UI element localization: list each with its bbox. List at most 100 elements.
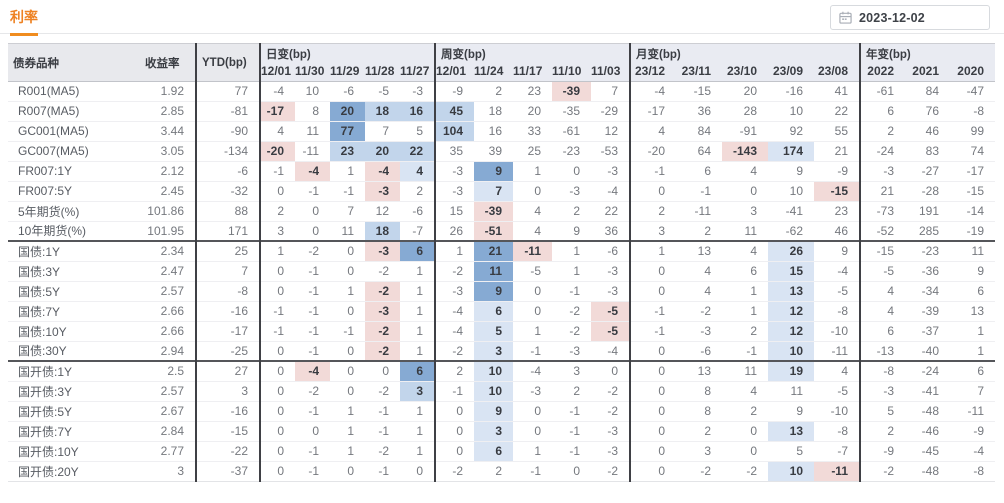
value-cell: -2 [378,444,389,458]
value-cell: -46 [921,424,939,438]
ytd-cell: -32 [195,181,260,201]
value-cell: 13 [768,281,814,301]
value-cell: 0 [534,284,541,298]
value-cell: -2 [365,341,400,361]
value-cell: 33 [527,124,541,138]
yield-cell: 2.5 [167,364,184,379]
ytd-cell: -16 [195,301,260,321]
value-cell: 191 [918,204,939,218]
value-cell: 8 [312,104,319,118]
date-picker[interactable]: 2023-12-02 [830,5,990,30]
value-cell: 9 [977,264,984,278]
value-cell: 2 [750,404,757,418]
value-cell: -61 [562,124,580,138]
value-cell: 5 [416,124,423,138]
yield-cell: 2.57 [160,284,184,298]
value-cell: 6 [474,441,513,461]
value-cell: 6 [859,321,905,341]
value-cell: 0 [534,424,541,438]
ytd-cell: -6 [195,161,260,181]
column-header-date: 11/10 [552,62,591,81]
value-cell: -4 [365,161,400,181]
ytd-cell: -15 [195,421,260,441]
bond-name-cell: 国债:5Y [18,284,61,299]
value-cell: 0 [259,181,295,201]
value-cell: 18 [488,104,502,118]
value-cell: -8 [973,464,984,478]
value-cell: -11 [694,204,711,218]
value-cell: -17 [966,164,984,178]
value-cell: 6 [400,361,435,381]
value-cell: 0 [629,381,676,401]
value-cell: -24 [921,364,939,379]
value-cell: -6 [343,84,354,98]
value-cell: -11 [831,343,848,358]
value-cell: -1 [259,161,295,181]
value-cell: 84 [697,124,711,138]
value-cell: 4 [629,121,676,141]
value-cell: -37 [921,324,939,338]
value-cell: -5 [530,264,541,278]
value-cell: 2 [859,121,905,141]
value-cell: -3 [434,281,474,301]
value-cell: 0 [259,361,295,381]
yield-cell: 2.66 [160,304,184,318]
value-cell: 12 [768,321,814,341]
value-cell: -3 [607,284,618,298]
value-cell: -1 [308,444,319,458]
value-cell: -9 [837,164,848,178]
value-cell: -3 [859,381,905,401]
value-cell: -3 [434,181,474,201]
column-header-date: 11/30 [295,62,330,81]
value-cell: 19 [768,361,814,381]
table-row: 国开债:1Y 2.5 27 0 -4 0 0 6 2 10 -4 3 0 0 13 11 19 4 -8 -24 6 [8,361,995,381]
value-cell: -3 [607,264,618,278]
value-cell: -19 [966,223,984,238]
value-cell: -1 [308,464,319,478]
value-cell: 2 [704,223,711,238]
value-cell: -48 [921,404,939,418]
value-cell: -39 [921,304,939,318]
ytd-cell: -8 [195,281,260,301]
value-cell: -1 [308,324,319,338]
value-cell: 9 [796,404,803,418]
value-cell: 1 [977,343,984,358]
value-cell: -35 [562,104,580,118]
tab-interest-rate[interactable]: 利率 [10,7,38,36]
value-cell: -1 [308,284,319,298]
value-cell: 0 [750,444,757,458]
value-cell: 2 [629,201,676,221]
value-cell: -7 [412,223,423,238]
bond-name-cell: GC007(MA5) [18,144,89,158]
value-cell: 10 [789,184,803,198]
value-cell: 9 [841,244,848,259]
value-cell: 0 [347,244,354,259]
value-cell: 15 [768,261,814,281]
value-cell: -6 [607,244,618,259]
value-cell: 11 [971,244,984,259]
value-cell: 21 [474,241,513,261]
value-cell: -39 [552,81,591,101]
value-cell: -2 [434,341,474,361]
value-cell: -17 [629,101,676,121]
value-cell: 1 [416,304,423,318]
value-cell: 7 [977,384,984,398]
value-cell: 3 [400,381,435,401]
value-cell: 21 [859,181,905,201]
value-cell: 0 [629,441,676,461]
value-cell: -10 [830,324,848,338]
value-cell: -20 [629,141,676,161]
value-cell: -15 [814,181,860,201]
bond-name-cell: GC001(MA5) [18,124,89,138]
value-cell: -9 [973,424,984,438]
value-cell: 3 [704,444,711,458]
column-header-date: 2020 [950,62,995,81]
value-cell: 0 [434,421,474,441]
value-cell: 2 [573,384,580,398]
table-row: R001(MA5) 1.92 77 -4 10 -6 -5 -3 -9 2 23 -39 7 -4 -15 2… [8,81,995,101]
value-cell: 1 [416,264,423,278]
ytd-cell: -25 [195,341,260,361]
value-cell: 7 [347,204,354,218]
value-cell: -41 [785,204,803,218]
